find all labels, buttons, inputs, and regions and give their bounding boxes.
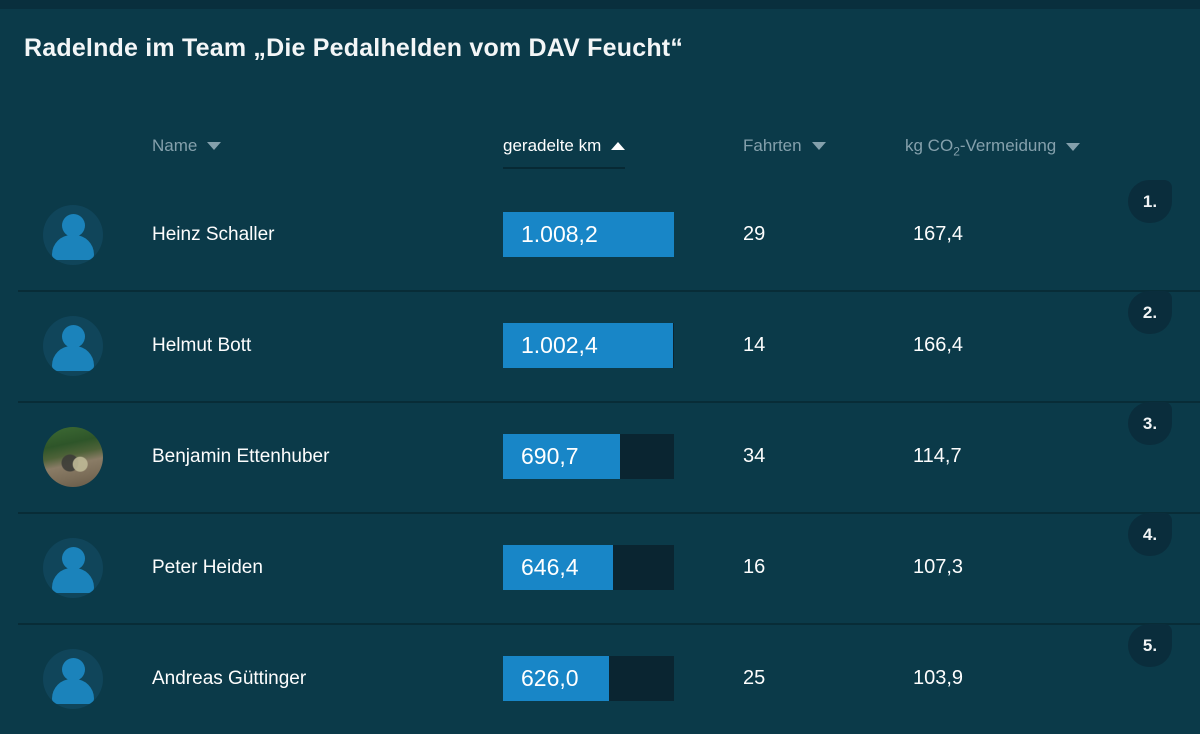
co2-value: 167,4: [913, 223, 964, 245]
rank-badge: 3.: [1128, 402, 1172, 445]
member-name[interactable]: Heinz Schaller: [152, 223, 275, 245]
sort-asc-icon: [611, 142, 626, 150]
rank-badge: 2.: [1128, 291, 1172, 334]
page-title: Radelnde im Team „Die Pedalhelden vom DA…: [24, 34, 684, 62]
rank-badge: 5.: [1128, 624, 1172, 667]
km-progress-track: 1.002,4: [503, 323, 674, 368]
member-name[interactable]: Helmut Bott: [152, 334, 252, 356]
top-strip: [0, 0, 1200, 9]
member-name[interactable]: Andreas Güttinger: [152, 667, 307, 689]
column-header-name-label: Name: [152, 136, 198, 155]
column-header-km-label: geradelte km: [503, 136, 602, 155]
table-row: Helmut Bott 1.002,4 14 166,4 2.: [0, 290, 1200, 401]
member-name[interactable]: Peter Heiden: [152, 556, 263, 578]
co2-value: 166,4: [913, 334, 964, 356]
avatar[interactable]: [43, 205, 103, 265]
fahrten-value: 16: [743, 556, 766, 578]
person-icon: [52, 568, 94, 593]
avatar[interactable]: [43, 649, 103, 709]
km-progress-track: 646,4: [503, 545, 674, 590]
km-progress-bar: 626,0: [503, 656, 610, 701]
rank-badge: 4.: [1128, 513, 1172, 556]
column-header-co2[interactable]: kg CO2-Vermeidung: [905, 136, 1081, 169]
person-icon: [61, 325, 85, 348]
km-progress-bar: 1.008,2: [503, 212, 674, 257]
table-header-row: Name geradelte km Fahrten kg CO2-Vermeid…: [0, 136, 1200, 176]
avatar-photo[interactable]: [43, 427, 103, 487]
avatar[interactable]: [43, 316, 103, 376]
team-members-table: Heinz Schaller 1.008,2 29 167,4 1. Helmu…: [0, 179, 1200, 734]
fahrten-value: 34: [743, 445, 766, 467]
co2-value: 107,3: [913, 556, 964, 578]
fahrten-value: 29: [743, 223, 766, 245]
co2-value: 103,9: [913, 667, 964, 689]
column-header-name[interactable]: Name: [152, 136, 222, 167]
person-icon: [52, 346, 94, 371]
fahrten-value: 14: [743, 334, 766, 356]
member-name[interactable]: Benjamin Ettenhuber: [152, 445, 330, 467]
km-progress-bar: 646,4: [503, 545, 613, 590]
person-icon: [52, 679, 94, 704]
km-progress-bar: 1.002,4: [503, 323, 674, 368]
table-row: Andreas Güttinger 626,0 25 103,9 5.: [0, 623, 1200, 734]
sort-desc-icon: [811, 142, 826, 150]
column-header-fahrten-label: Fahrten: [743, 136, 802, 155]
table-row: Peter Heiden 646,4 16 107,3 4.: [0, 512, 1200, 623]
co2-value: 114,7: [913, 445, 962, 467]
person-icon: [61, 658, 85, 681]
person-icon: [52, 235, 94, 260]
km-progress-track: 690,7: [503, 434, 674, 479]
column-header-km[interactable]: geradelte km: [503, 136, 626, 169]
fahrten-value: 25: [743, 667, 766, 689]
table-row: Heinz Schaller 1.008,2 29 167,4 1.: [0, 179, 1200, 290]
sort-desc-icon: [207, 142, 222, 150]
km-progress-track: 1.008,2: [503, 212, 674, 257]
table-row: Benjamin Ettenhuber 690,7 34 114,7 3.: [0, 401, 1200, 512]
rank-badge: 1.: [1128, 180, 1172, 223]
km-progress-bar: 690,7: [503, 434, 621, 479]
person-icon: [61, 214, 85, 237]
column-header-fahrten[interactable]: Fahrten: [743, 136, 826, 167]
avatar[interactable]: [43, 538, 103, 598]
person-icon: [61, 547, 85, 570]
sort-desc-icon: [1066, 143, 1081, 152]
km-progress-track: 626,0: [503, 656, 674, 701]
column-header-co2-label: kg CO2-Vermeidung: [905, 136, 1057, 159]
